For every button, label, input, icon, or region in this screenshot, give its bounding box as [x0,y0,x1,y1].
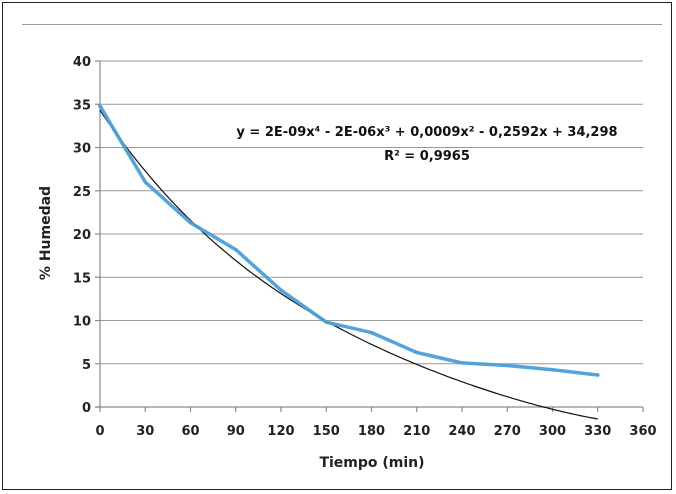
humidity-point [505,363,509,368]
x-tick-label: 180 [358,424,385,439]
y-tick-label: 30 [73,142,91,157]
x-axis-title: Tiempo (min) [319,455,424,471]
y-tick-label: 35 [73,98,91,113]
humidity-point [550,368,555,372]
x-tick-label: 60 [181,424,199,439]
y-tick-label: 0 [82,401,91,416]
humidity-point [596,373,600,377]
x-tick-label: 150 [313,424,340,439]
x-tick-label: 270 [494,424,521,439]
humidity-point [460,361,464,365]
x-tick-label: 30 [136,424,154,439]
x-tick-label: 90 [227,424,245,439]
humidity-point [415,350,419,355]
r-squared-label: R² = 0,9965 [384,149,470,164]
x-tick-labels: 0 30 60 90 120 150 180 210 240 270 300 330 360 [95,424,656,439]
humidity-point [98,104,102,108]
x-tick-label: 300 [539,424,566,439]
axes [95,60,644,412]
x-tick-label: 240 [448,424,475,439]
y-tick-label: 40 [73,55,91,70]
humidity-point [234,247,238,252]
humidity-point [369,331,374,335]
y-tick-label: 20 [73,228,91,243]
x-tick-label: 210 [403,424,430,439]
x-tick-label: 360 [629,424,656,439]
header-rule [22,24,662,25]
y-axis-title: % Humedad [38,186,54,280]
figure-frame [2,2,672,490]
x-tick-label: 330 [584,424,611,439]
trendline-series [99,109,598,420]
x-tick-label: 120 [267,424,294,439]
y-tick-label: 5 [82,358,91,373]
humidity-point [279,288,283,292]
trendline-equation: y = 2E-09x⁴ - 2E-06x³ + 0,0009x² - 0,259… [236,125,617,140]
humidity-point [324,320,328,324]
series-group [98,104,600,420]
humidity-series-line [98,104,600,377]
x-tick-label: 0 [95,424,104,439]
gridlines [100,60,643,365]
humidity-point [188,221,193,225]
humidity-point [143,180,147,184]
y-tick-label: 25 [73,185,91,200]
y-tick-labels: 0 5 10 15 20 25 30 35 40 [73,55,91,416]
y-tick-label: 10 [73,315,91,330]
y-tick-label: 15 [73,271,91,286]
